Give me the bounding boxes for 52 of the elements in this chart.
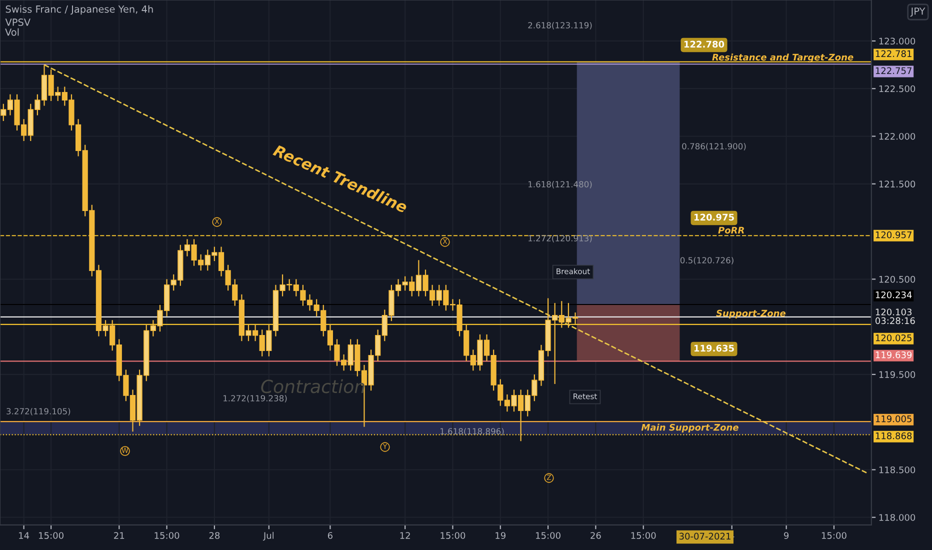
x-tick-label: Jul xyxy=(263,532,274,541)
x-tick-label: 21 xyxy=(114,532,124,539)
text: VPSV xyxy=(5,18,30,26)
y-tick-label: 122.000 xyxy=(879,132,916,140)
annotation: Resistance and Target-Zone xyxy=(712,54,854,62)
annotation: 0.786(121.900) xyxy=(682,142,746,150)
x-tick-label: 12 xyxy=(400,532,410,539)
text: Swiss Franc / Japanese Yen, 4h xyxy=(6,5,153,15)
x-tick-label: 28 xyxy=(209,532,220,539)
ref-line-label: 119.639 xyxy=(876,351,912,358)
y-tick-label: 121.500 xyxy=(879,180,916,188)
x-tick-label: 15:00 xyxy=(39,532,64,539)
y-axis-title: JPY xyxy=(910,8,926,17)
x-tick-label: 15:00 xyxy=(631,532,656,539)
annotation: 1.272(120.913) xyxy=(528,234,592,242)
x-tick-label: 15:00 xyxy=(440,532,466,539)
annotation: Vol xyxy=(5,28,19,36)
annotation: 3.272(119.105) xyxy=(6,408,70,416)
ref-line-label: 119.005 xyxy=(876,415,912,422)
annotation: 2.618(123.119) xyxy=(528,22,592,30)
y-tick-label: 123.000 xyxy=(879,38,916,45)
ref-line-label: 120.103 03:28:16 xyxy=(876,308,915,324)
x-tick-label: 15:00 xyxy=(536,532,560,539)
x-tick-label: 9 xyxy=(784,532,789,539)
ref-line-label: 118.868 xyxy=(876,432,912,440)
x-tick-label: 14 xyxy=(19,532,30,539)
annotation: 122.780 xyxy=(684,40,724,48)
x-tick-label: 6 xyxy=(328,532,332,539)
x-tick-label: 19 xyxy=(496,532,506,539)
annotation: PoRR xyxy=(718,226,744,234)
y-tick-label: 118.500 xyxy=(879,466,916,474)
x-tick-label: 15:00 xyxy=(154,532,180,539)
y-tick-label: 120.500 xyxy=(879,276,916,283)
annotation: Support-Zone xyxy=(716,310,786,318)
x-tick-label: 15:00 xyxy=(822,532,846,539)
y-tick-label: 122.500 xyxy=(879,85,916,92)
ref-line-label: 120.957 xyxy=(876,231,912,238)
text: 30-07-2021 xyxy=(679,532,730,540)
ref-line-label: 120.234 xyxy=(876,291,912,298)
annotation: 1.272(119.238) xyxy=(224,394,287,402)
ref-line-label: 122.757 xyxy=(876,67,912,74)
y-tick-label: 118.000 xyxy=(879,514,916,521)
ref-line-label: 120.025 xyxy=(876,334,912,342)
annotation: 120.975 xyxy=(694,214,734,221)
y-tick-label: 119.500 xyxy=(879,371,916,378)
x-tick-label: 26 xyxy=(590,532,601,539)
ref-line-label: 122.781 xyxy=(876,50,912,58)
annotation: 0.5(120.726) xyxy=(680,256,734,264)
annotation: 1.618(121.480) xyxy=(528,180,592,188)
annotation: 1.618(118.896) xyxy=(440,428,504,436)
band-label: Main Support-Zone xyxy=(641,424,738,432)
annotation: 119.635 xyxy=(694,344,734,352)
